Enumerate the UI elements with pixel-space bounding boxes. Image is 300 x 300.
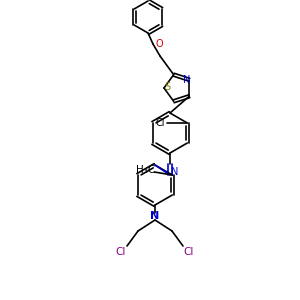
Text: H₃C: H₃C <box>136 165 155 175</box>
Text: Cl: Cl <box>156 118 165 128</box>
Text: Cl: Cl <box>184 247 194 257</box>
Text: N: N <box>171 167 179 177</box>
Text: O: O <box>155 39 163 49</box>
Text: N: N <box>150 211 160 221</box>
Text: S: S <box>164 82 170 92</box>
Text: Cl: Cl <box>116 247 126 257</box>
Text: N: N <box>183 75 190 85</box>
